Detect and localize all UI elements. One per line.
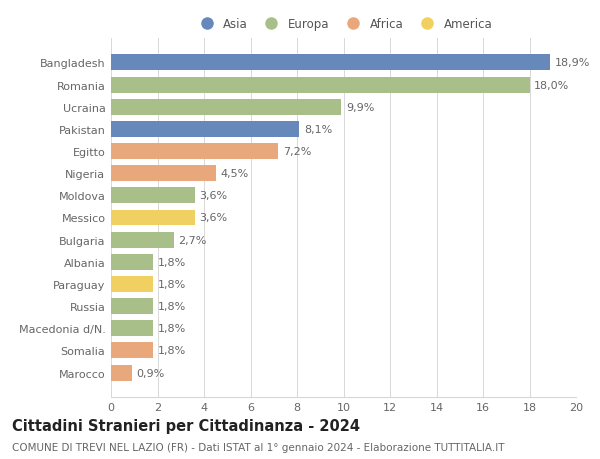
Bar	[111, 166, 215, 182]
Bar	[111, 343, 153, 358]
Bar	[111, 321, 153, 336]
Text: 3,6%: 3,6%	[199, 213, 227, 223]
Bar	[111, 144, 278, 160]
Bar	[111, 210, 194, 226]
Bar	[111, 298, 153, 314]
Text: 3,6%: 3,6%	[199, 191, 227, 201]
Legend: Asia, Europa, Africa, America: Asia, Europa, Africa, America	[195, 18, 492, 31]
Bar	[111, 254, 153, 270]
Bar	[111, 100, 341, 115]
Bar	[111, 188, 194, 204]
Text: 2,7%: 2,7%	[178, 235, 207, 245]
Text: 8,1%: 8,1%	[304, 124, 332, 134]
Text: 18,9%: 18,9%	[555, 58, 590, 68]
Text: 1,8%: 1,8%	[157, 346, 186, 356]
Text: COMUNE DI TREVI NEL LAZIO (FR) - Dati ISTAT al 1° gennaio 2024 - Elaborazione TU: COMUNE DI TREVI NEL LAZIO (FR) - Dati IS…	[12, 442, 505, 452]
Text: 4,5%: 4,5%	[220, 169, 248, 179]
Bar	[111, 78, 530, 93]
Text: 1,8%: 1,8%	[157, 324, 186, 334]
Text: 0,9%: 0,9%	[137, 368, 165, 378]
Bar	[111, 276, 153, 292]
Text: 1,8%: 1,8%	[157, 280, 186, 289]
Text: Cittadini Stranieri per Cittadinanza - 2024: Cittadini Stranieri per Cittadinanza - 2…	[12, 418, 360, 433]
Text: 1,8%: 1,8%	[157, 257, 186, 267]
Text: 9,9%: 9,9%	[346, 102, 374, 112]
Text: 1,8%: 1,8%	[157, 302, 186, 312]
Bar	[111, 55, 550, 71]
Bar	[111, 232, 174, 248]
Text: 18,0%: 18,0%	[534, 80, 569, 90]
Bar	[111, 122, 299, 138]
Bar	[111, 365, 132, 381]
Text: 7,2%: 7,2%	[283, 147, 311, 157]
